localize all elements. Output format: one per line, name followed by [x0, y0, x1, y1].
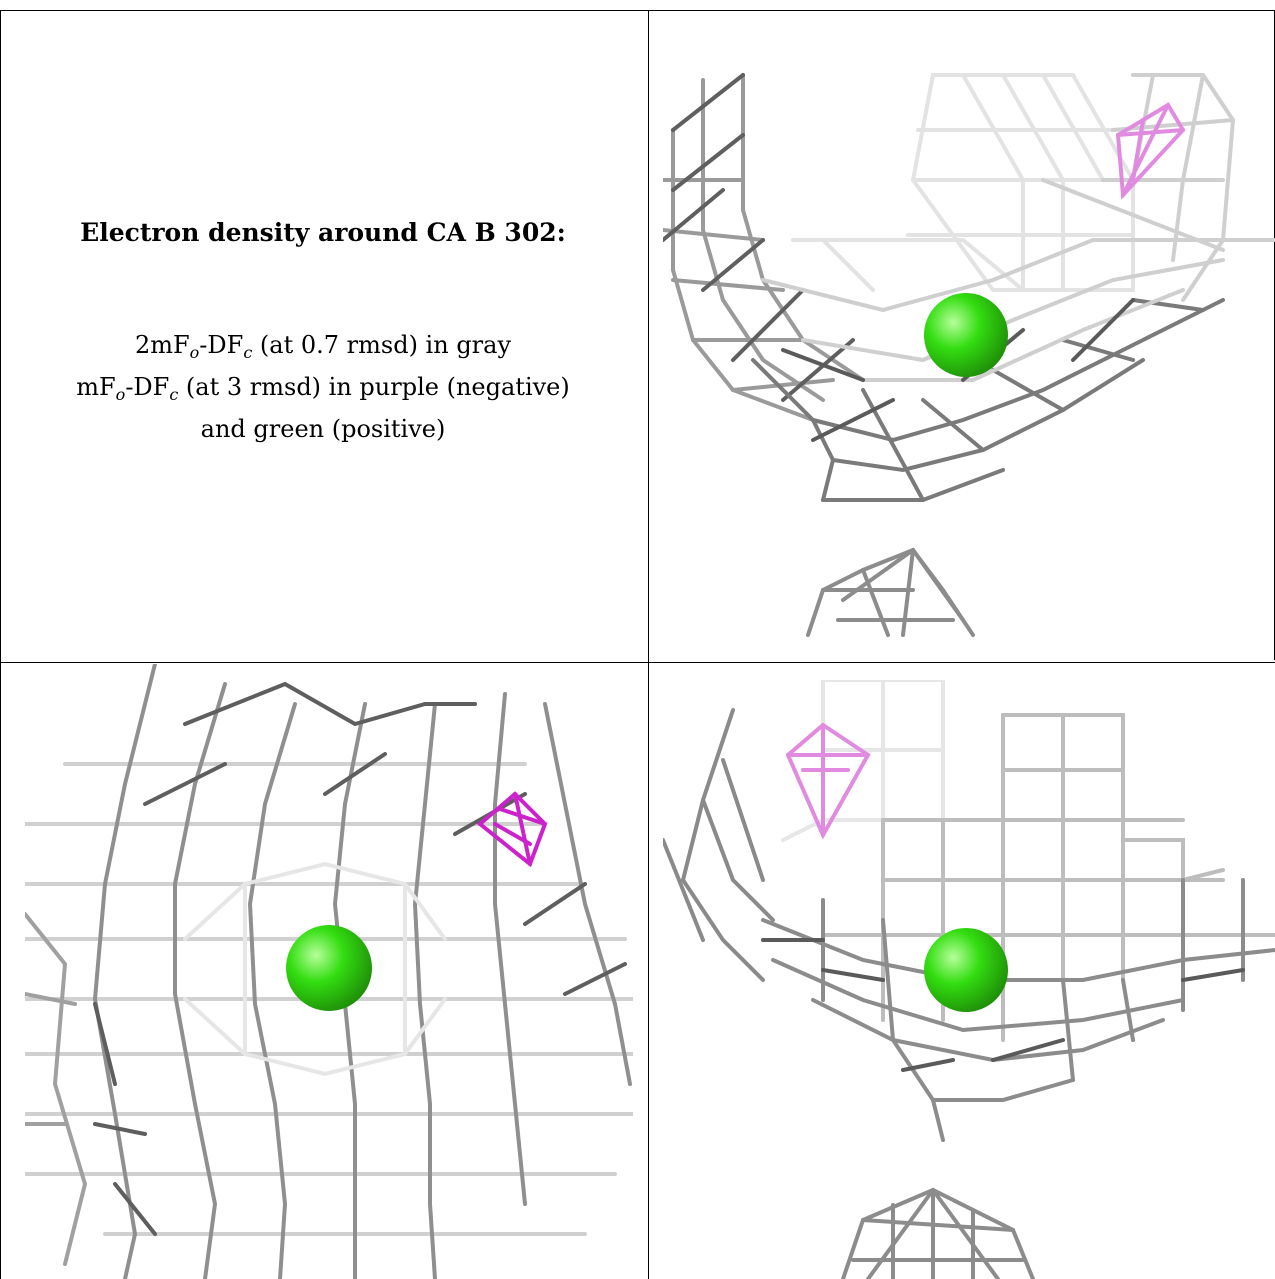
calcium-ion-sphere [924, 928, 1008, 1012]
density-mesh-bottom-right [663, 680, 1275, 1279]
legend-cell: Electron density around CA B 302: 2mFo-D… [20, 10, 626, 660]
density-mesh-top-right [663, 73, 1275, 637]
view-bottom-left [25, 664, 633, 1279]
figure-title: Electron density around CA B 302: [80, 218, 566, 247]
legend-line-green: and green (positive) [200, 415, 446, 443]
legend-line-gray: 2mFo-DFc (at 0.7 rmsd) in gray [134, 331, 512, 362]
calcium-ion-sphere [924, 293, 1008, 377]
view-top-right [663, 60, 1275, 640]
legend-line-difference: mFo-DFc (at 3 rmsd) in purple (negative) [76, 373, 570, 404]
view-bottom-right [663, 680, 1275, 1279]
calcium-ion-sphere [286, 925, 372, 1011]
legend-text: 2mFo-DFc (at 0.7 rmsd) in gray mFo-DFc (… [20, 328, 626, 446]
table-border-top [0, 10, 1275, 11]
table-divider-vertical [648, 10, 649, 1279]
table-border-left [0, 10, 1, 1279]
table-divider-horizontal [0, 662, 1275, 663]
density-mesh-bottom-left [25, 664, 633, 1279]
